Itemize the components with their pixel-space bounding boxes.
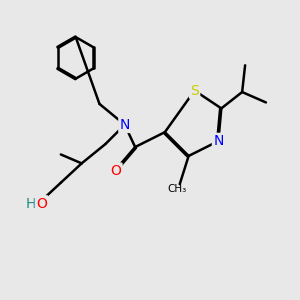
Text: N: N bbox=[213, 134, 224, 148]
Text: O: O bbox=[36, 196, 47, 211]
Text: CH₃: CH₃ bbox=[167, 184, 186, 194]
Text: S: S bbox=[190, 84, 199, 98]
Text: O: O bbox=[110, 164, 121, 178]
Text: N: N bbox=[119, 118, 130, 132]
Text: H: H bbox=[25, 196, 36, 211]
